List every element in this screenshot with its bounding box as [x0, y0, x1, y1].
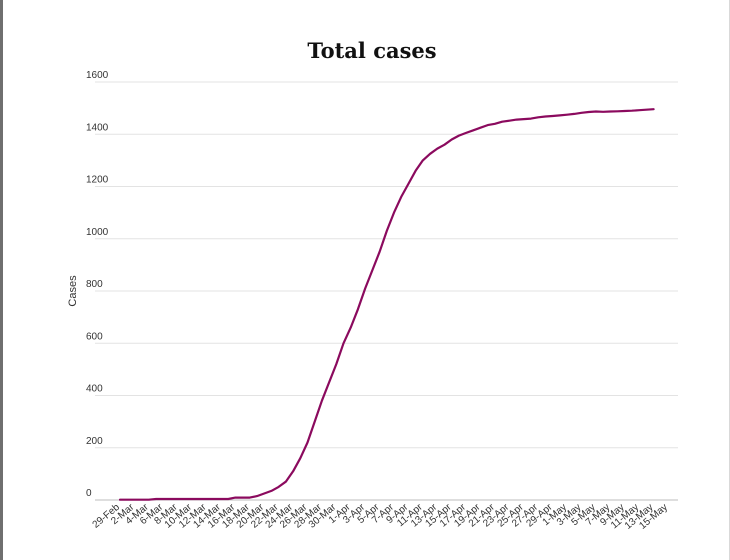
- y-tick-label: 0: [86, 488, 92, 499]
- y-tick-label: 200: [86, 436, 103, 447]
- y-axis-label: Cases: [67, 275, 79, 307]
- y-tick-label: 800: [86, 279, 103, 290]
- y-tick-label: 1400: [86, 122, 109, 133]
- y-tick-label: 600: [86, 331, 103, 342]
- window-left-border: [0, 0, 3, 560]
- chart-title: Total cases: [307, 38, 437, 63]
- y-tick-label: 1200: [86, 175, 109, 186]
- y-tick-label: 400: [86, 384, 103, 395]
- y-tick-label: 1000: [86, 227, 109, 238]
- y-tick-label: 1600: [86, 70, 109, 81]
- series-line-0: [118, 108, 655, 501]
